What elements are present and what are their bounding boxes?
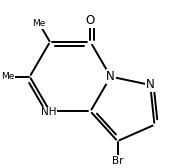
Text: Me: Me xyxy=(33,19,46,28)
Text: N: N xyxy=(106,70,115,83)
Text: N: N xyxy=(146,78,155,91)
Text: NH: NH xyxy=(41,107,57,117)
Text: O: O xyxy=(86,14,95,27)
Text: Me: Me xyxy=(2,72,15,81)
Text: Br: Br xyxy=(112,156,123,166)
